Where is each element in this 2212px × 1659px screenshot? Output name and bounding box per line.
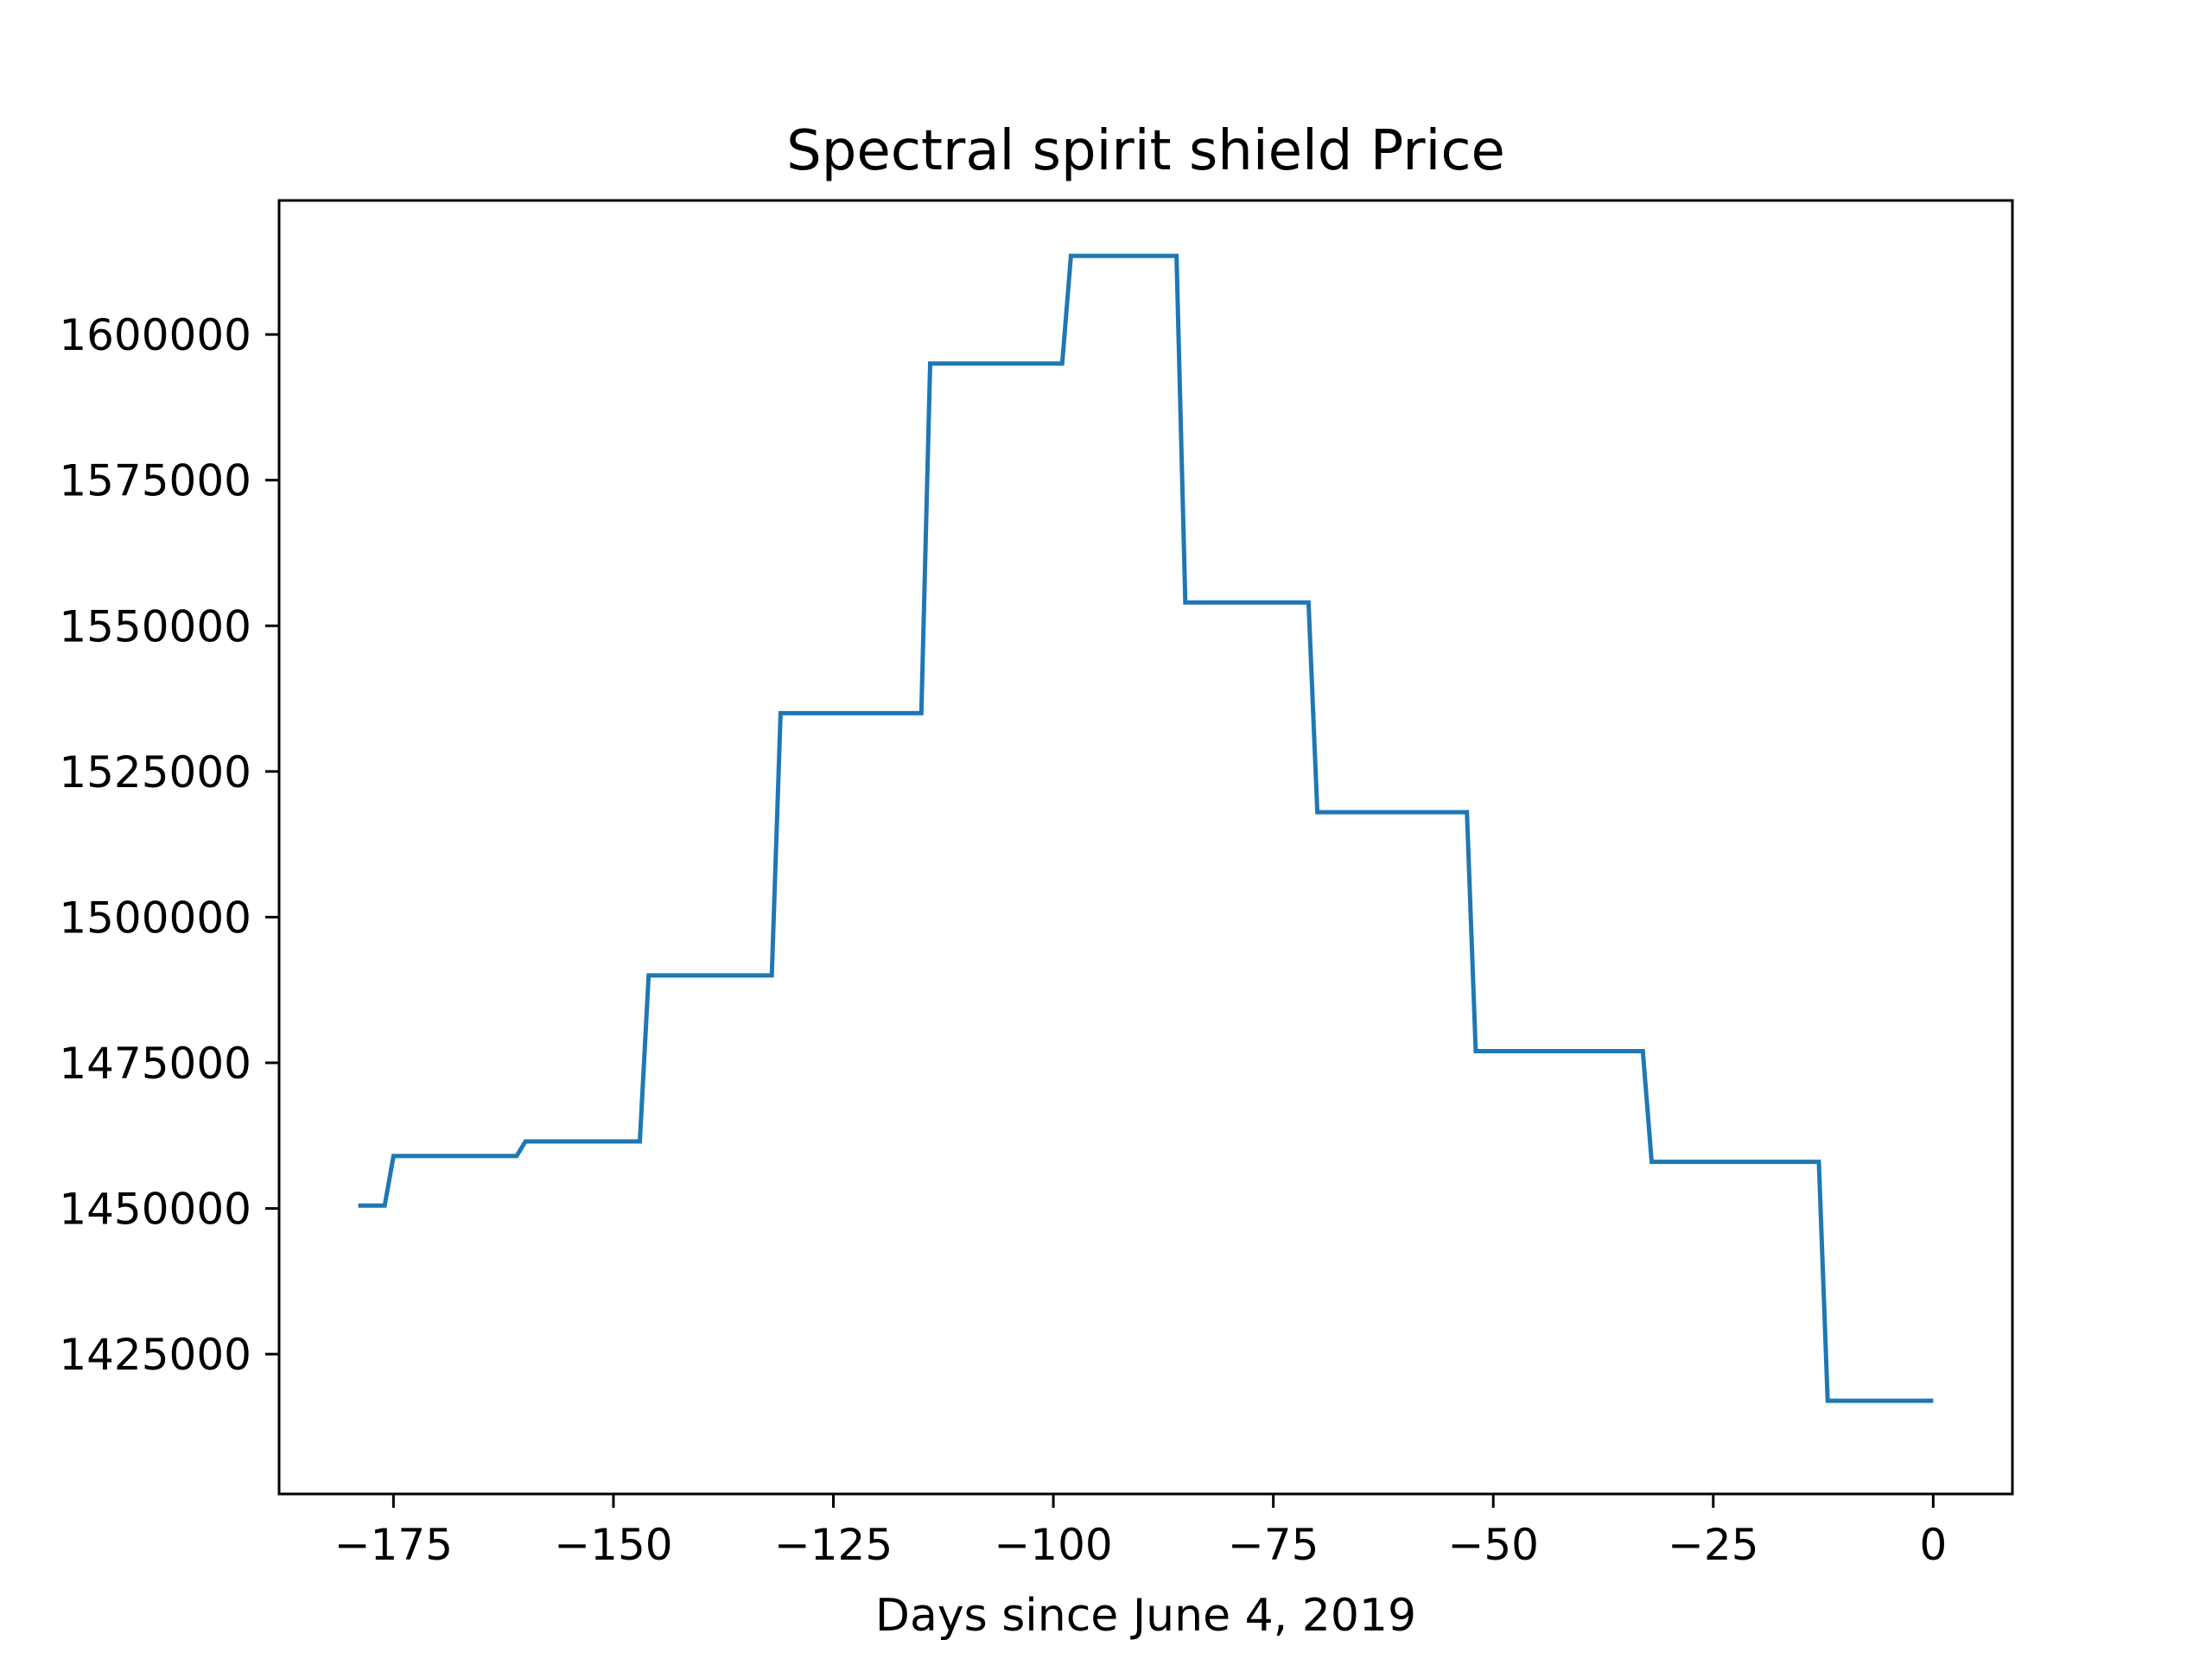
plot-area (358, 253, 1934, 1403)
axes-frame (277, 199, 2014, 1496)
x-tick-label: −150 (554, 1520, 672, 1570)
x-tick-label: 0 (1919, 1520, 1947, 1570)
y-tick-label: 1525000 (59, 747, 251, 798)
y-tick-label: 1500000 (59, 893, 251, 943)
price-series-line (358, 253, 1934, 1403)
y-tick-label: 1475000 (59, 1039, 251, 1089)
y-tick-label: 1575000 (59, 456, 251, 506)
x-tick-label: −100 (994, 1520, 1112, 1570)
x-axis-ticks: −175 −150 −125 −100 −75 −50 −25 0 (334, 1494, 1947, 1570)
y-tick-label: 1600000 (59, 310, 251, 360)
y-axis-ticks: 1425000 1450000 1475000 1500000 1525000 15500… (59, 310, 279, 1380)
y-tick-label: 1425000 (59, 1330, 251, 1380)
x-tick-label: −175 (334, 1520, 453, 1570)
x-tick-label: −75 (1228, 1520, 1319, 1570)
x-tick-label: −50 (1447, 1520, 1539, 1570)
chart-title: Spectral spirit shield Price (786, 119, 1505, 183)
y-tick-label: 1550000 (59, 601, 251, 652)
y-tick-label: 1450000 (59, 1185, 251, 1235)
x-axis-label: Days since June 4, 2019 (875, 1590, 1416, 1642)
x-tick-label: −25 (1668, 1520, 1759, 1570)
x-tick-label: −125 (774, 1520, 893, 1570)
